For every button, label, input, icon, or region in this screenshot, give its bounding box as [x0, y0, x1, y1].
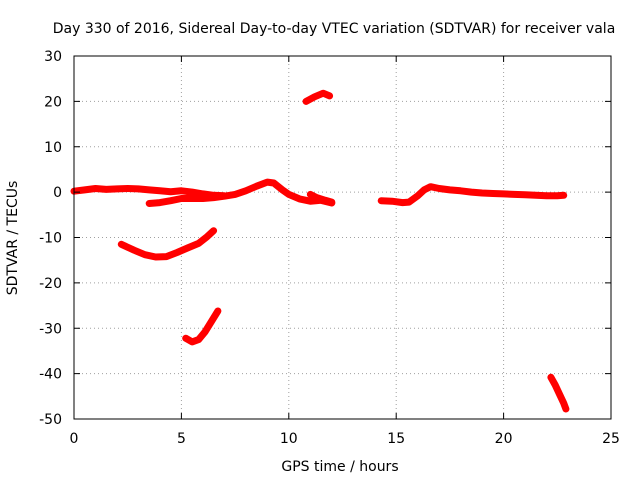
y-axis-label: SDTVAR / TECUs [5, 181, 21, 296]
y-tick-label: -20 [39, 276, 62, 292]
chart-title: Day 330 of 2016, Sidereal Day-to-day VTE… [53, 21, 616, 37]
series-arc-8 [547, 373, 570, 413]
y-tick-label: -30 [39, 321, 62, 337]
y-tick-label: -40 [39, 367, 62, 383]
y-tick-label: 0 [53, 185, 62, 201]
series-arc-6 [117, 227, 218, 261]
series-arc-4 [306, 190, 336, 206]
y-tick-label: -50 [39, 412, 62, 428]
series-arc-7 [182, 307, 222, 346]
grid [74, 56, 611, 419]
series-arc-5 [377, 183, 568, 207]
y-tick-label: 30 [44, 49, 62, 65]
x-tick-label: 10 [280, 431, 298, 447]
ticks: 0 5 10 15 20 25 30 20 10 0 -10 -20 -30 -40 -50 [39, 49, 620, 447]
series-arc-2 [145, 178, 336, 207]
y-tick-label: 10 [44, 140, 62, 156]
series-layer [70, 89, 570, 413]
series-arc-3 [302, 89, 334, 105]
x-tick-label: 5 [177, 431, 186, 447]
y-tick-label: 20 [44, 94, 62, 110]
y-tick-label: -10 [39, 231, 62, 247]
x-tick-label: 0 [70, 431, 79, 447]
x-axis-label: GPS time / hours [281, 459, 398, 475]
series-arc-1 [70, 185, 228, 200]
x-tick-label: 25 [602, 431, 620, 447]
x-tick-label: 15 [387, 431, 405, 447]
x-tick-label: 20 [495, 431, 513, 447]
